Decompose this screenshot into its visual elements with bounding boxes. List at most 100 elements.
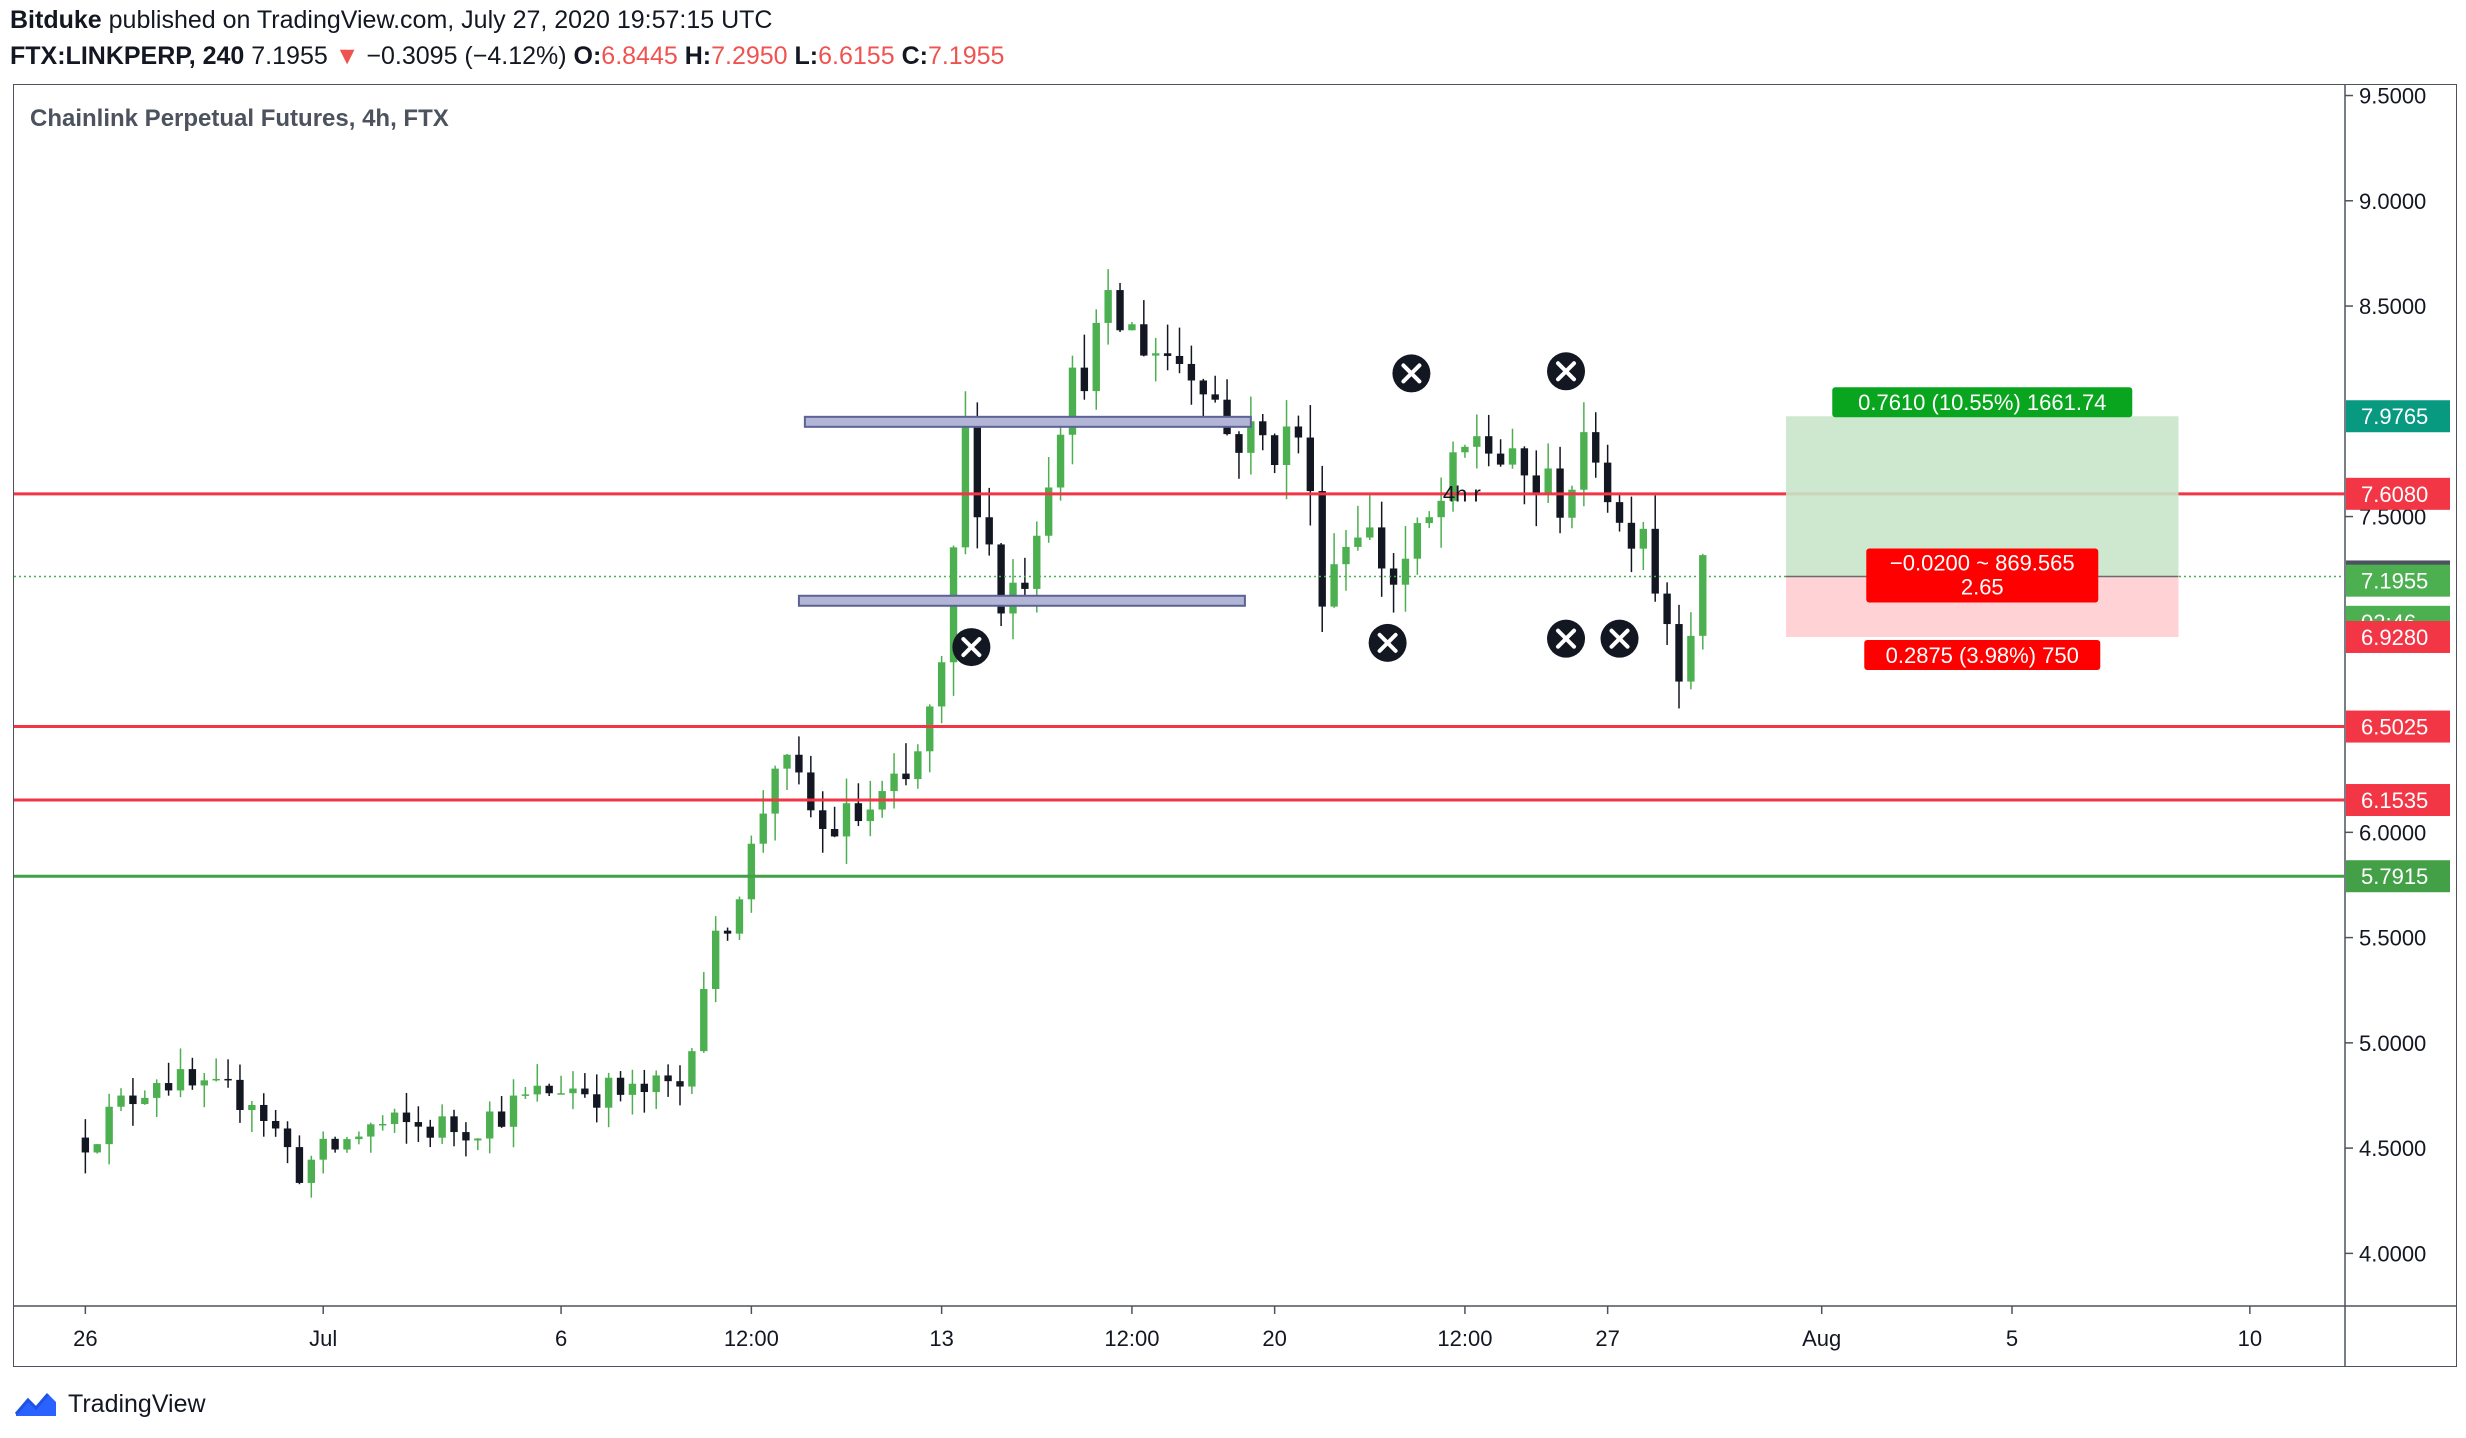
author-name[interactable]: Bitduke bbox=[10, 6, 102, 34]
x-marker-icon bbox=[1547, 619, 1586, 658]
candle bbox=[1116, 282, 1124, 333]
candle bbox=[795, 736, 803, 785]
candle bbox=[402, 1092, 411, 1144]
candle-body bbox=[367, 1124, 375, 1137]
candle-body bbox=[1449, 452, 1457, 501]
candle-body bbox=[1485, 436, 1493, 454]
tradingview-brand[interactable]: TradingView bbox=[68, 1389, 206, 1418]
candle bbox=[1211, 375, 1219, 403]
target-badge-bg bbox=[1832, 387, 2133, 418]
x-tick-label: 27 bbox=[1595, 1326, 1619, 1351]
publish-line: Bitduke published on TradingView.com, Ju… bbox=[10, 4, 772, 36]
candle-body bbox=[1532, 475, 1540, 495]
tradingview-logo-icon[interactable] bbox=[14, 1390, 58, 1418]
candle bbox=[486, 1101, 494, 1154]
candle-body bbox=[450, 1116, 458, 1133]
candle bbox=[1639, 521, 1648, 571]
candle bbox=[581, 1073, 589, 1098]
candle-body bbox=[1508, 448, 1517, 465]
candle bbox=[1508, 428, 1517, 469]
candle bbox=[319, 1131, 327, 1174]
candle-body bbox=[593, 1094, 601, 1108]
candle-body bbox=[497, 1111, 506, 1127]
candle-body bbox=[331, 1138, 339, 1150]
x-marker-icon bbox=[1368, 623, 1407, 662]
candle bbox=[343, 1136, 351, 1153]
candle bbox=[1461, 444, 1469, 458]
candle bbox=[830, 806, 839, 838]
x-tick-label: 26 bbox=[73, 1326, 97, 1351]
candle bbox=[545, 1083, 553, 1097]
candle-body bbox=[1651, 528, 1659, 594]
candle-body bbox=[378, 1123, 387, 1126]
candle bbox=[224, 1059, 232, 1088]
candle-body bbox=[771, 768, 779, 814]
candle bbox=[747, 835, 756, 913]
candle-body bbox=[176, 1069, 185, 1091]
candle-body bbox=[1330, 564, 1338, 607]
candle-body bbox=[1663, 593, 1671, 625]
x-marker-stroke bbox=[1401, 363, 1422, 384]
candle bbox=[1259, 413, 1267, 451]
candle-body bbox=[1175, 355, 1184, 364]
candle-body bbox=[1235, 434, 1243, 453]
candle-body bbox=[676, 1081, 684, 1087]
candle-body bbox=[93, 1144, 101, 1153]
price-axis-badge-text: 6.5025 bbox=[2361, 715, 2428, 740]
candle-body bbox=[807, 772, 815, 811]
candle bbox=[1389, 553, 1398, 613]
y-tick-label: 4.0000 bbox=[2359, 1241, 2426, 1266]
price-axis-badge-bg bbox=[2346, 564, 2450, 597]
candle bbox=[462, 1122, 470, 1157]
x-marker-stroke bbox=[1556, 361, 1577, 382]
candle bbox=[771, 765, 779, 841]
price-axis-badge-text: 7.6080 bbox=[2361, 482, 2428, 507]
candle-body bbox=[866, 809, 874, 822]
target-badge: 0.7610 (10.55%) 1661.74 bbox=[1832, 387, 2133, 418]
candle bbox=[509, 1079, 518, 1148]
x-marker-icon bbox=[1547, 352, 1586, 391]
candle bbox=[1496, 439, 1505, 467]
candle-body bbox=[141, 1097, 149, 1105]
symbol-label[interactable]: FTX:LINKPERP, 240 bbox=[10, 42, 245, 70]
candle bbox=[1687, 612, 1695, 690]
high-label: H: bbox=[684, 42, 712, 70]
candle bbox=[1615, 493, 1624, 532]
candle bbox=[414, 1106, 423, 1142]
candle-body bbox=[1461, 446, 1469, 453]
candle-body bbox=[1306, 437, 1315, 492]
candle bbox=[842, 778, 851, 864]
candle-body bbox=[700, 988, 708, 1052]
x-marker-icon bbox=[952, 628, 991, 667]
candle-body bbox=[533, 1085, 541, 1095]
candle bbox=[129, 1078, 137, 1126]
close-value: 7.1955 bbox=[927, 42, 1005, 70]
candle-body bbox=[164, 1083, 173, 1091]
timeframe-annotation: 4h r bbox=[1443, 481, 1481, 506]
candle-body bbox=[1639, 528, 1648, 549]
candle-body bbox=[271, 1121, 280, 1129]
candle bbox=[295, 1135, 304, 1185]
candle bbox=[1044, 457, 1053, 543]
high-value: 7.2950 bbox=[711, 42, 788, 70]
candle-body bbox=[105, 1106, 113, 1145]
candle bbox=[807, 755, 815, 818]
candle-body bbox=[438, 1116, 446, 1138]
price-axis-badge: 7.1955 bbox=[2346, 564, 2450, 597]
candle bbox=[1401, 526, 1410, 612]
candle bbox=[1330, 533, 1338, 608]
candle-body bbox=[735, 899, 744, 934]
position-summary-line1: −0.0200 ~ 869.565 bbox=[1890, 550, 2075, 575]
x-marker-stroke bbox=[1609, 628, 1630, 649]
candle bbox=[1140, 300, 1148, 357]
candle-body bbox=[1544, 468, 1552, 495]
candle bbox=[1366, 495, 1374, 541]
candle-body bbox=[1318, 491, 1326, 607]
price-axis-badge-bg bbox=[2346, 860, 2450, 893]
candle-body bbox=[1687, 635, 1695, 682]
candle-body bbox=[153, 1083, 161, 1098]
price-axis-badge-text: 7.9765 bbox=[2361, 404, 2428, 429]
candle bbox=[593, 1074, 601, 1123]
candle-body bbox=[1366, 527, 1374, 538]
